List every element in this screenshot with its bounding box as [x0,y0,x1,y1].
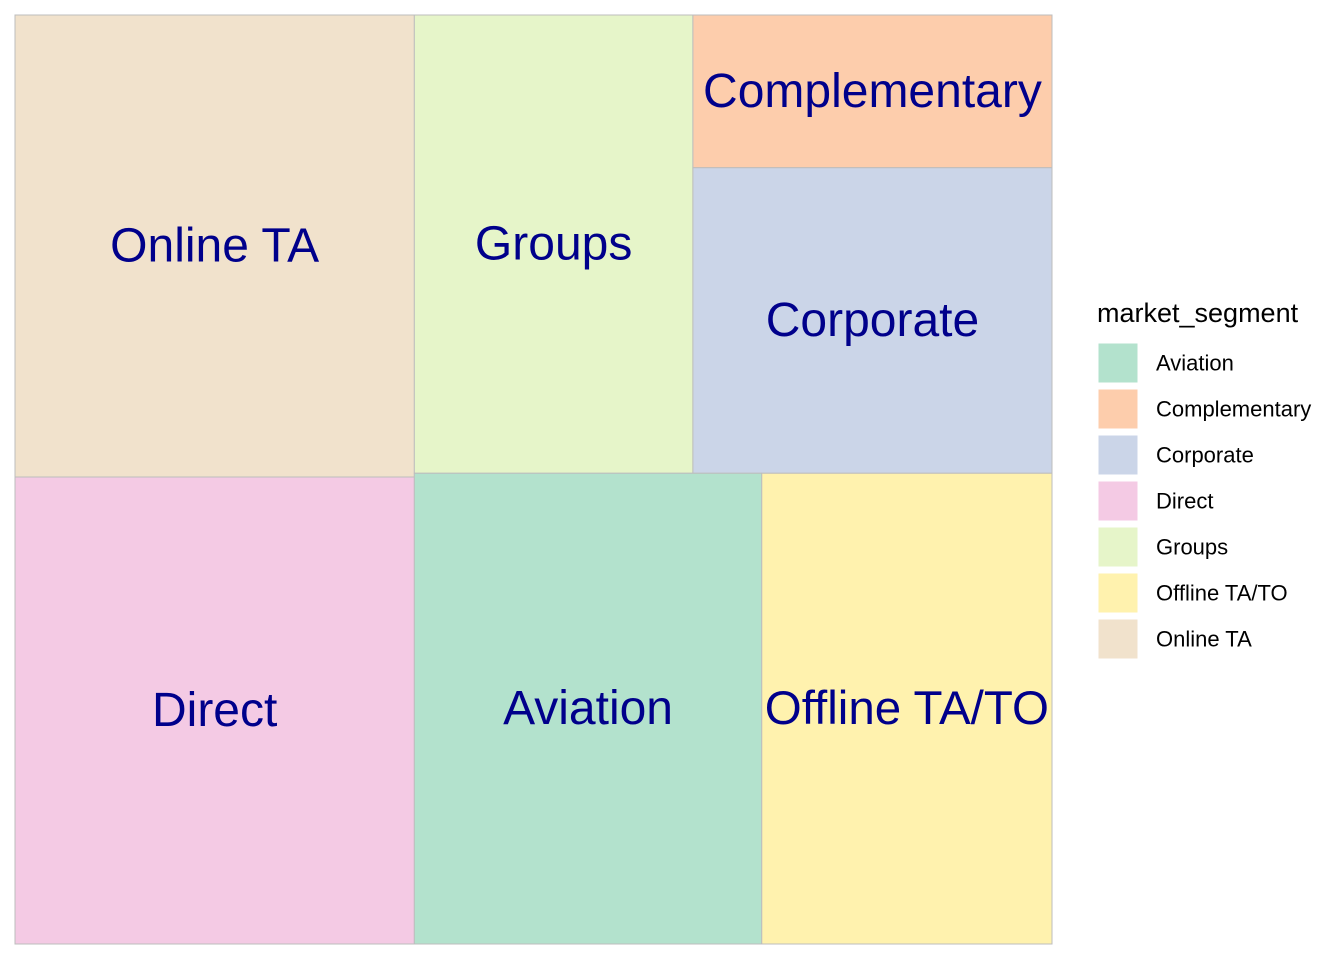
tile-label-offline-ta-to: Offline TA/TO [765,682,1049,735]
legend-item-aviation: Aviation [1097,342,1234,384]
legend-key-complementary [1097,388,1139,430]
legend-label-groups: Groups [1156,535,1228,560]
legend-label-aviation: Aviation [1156,351,1234,376]
legend-label-online-ta: Online TA [1156,627,1252,652]
tile-rect-groups [413,14,694,474]
legend-key-aviation [1097,342,1139,384]
legend-key-corporate [1097,434,1139,476]
legend-items: Aviation Complementary Corporate Direct Grou… [1097,342,1311,660]
tile-rect-complementary [692,14,1053,169]
tile-online-ta: Online TA [14,14,415,478]
legend-title: market_segment [1097,298,1299,328]
legend-item-direct: Direct [1097,480,1213,522]
tile-offline-ta-to: Offline TA/TO [761,472,1053,945]
tile-label-complementary: Complementary [703,65,1042,118]
tile-label-direct: Direct [152,684,277,737]
tile-direct: Direct [14,476,415,945]
legend-key-groups [1097,526,1139,568]
legend-key-online-ta [1097,618,1139,660]
tile-label-corporate: Corporate [766,294,979,347]
legend-key-direct [1097,480,1139,522]
legend-item-corporate: Corporate [1097,434,1254,476]
tile-aviation: Aviation [413,472,763,945]
legend-item-online-ta: Online TA [1097,618,1252,660]
tile-label-aviation: Aviation [503,682,673,735]
tile-rect-offline-ta-to [761,472,1053,945]
tile-rect-aviation [413,472,763,945]
tile-complementary: Complementary [692,14,1053,169]
legend: market_segment Aviation Complementary Corp… [1097,298,1311,660]
tile-label-online-ta: Online TA [110,220,319,273]
legend-label-complementary: Complementary [1156,397,1311,422]
legend-label-corporate: Corporate [1156,443,1254,468]
legend-key-offline-ta-to [1097,572,1139,614]
plot-area: Online TA Direct Groups Complementary Corpor… [14,14,1053,945]
legend-item-groups: Groups [1097,526,1228,568]
legend-item-complementary: Complementary [1097,388,1311,430]
tile-rect-direct [14,476,415,945]
tile-label-groups: Groups [475,218,632,271]
tile-rect-corporate [692,167,1053,474]
tile-groups: Groups [413,14,694,474]
tile-corporate: Corporate [692,167,1053,474]
legend-label-direct: Direct [1156,489,1213,514]
tile-rect-online-ta [14,14,415,478]
legend-label-offline-ta-to: Offline TA/TO [1156,581,1288,606]
legend-item-offline-ta-to: Offline TA/TO [1097,572,1288,614]
